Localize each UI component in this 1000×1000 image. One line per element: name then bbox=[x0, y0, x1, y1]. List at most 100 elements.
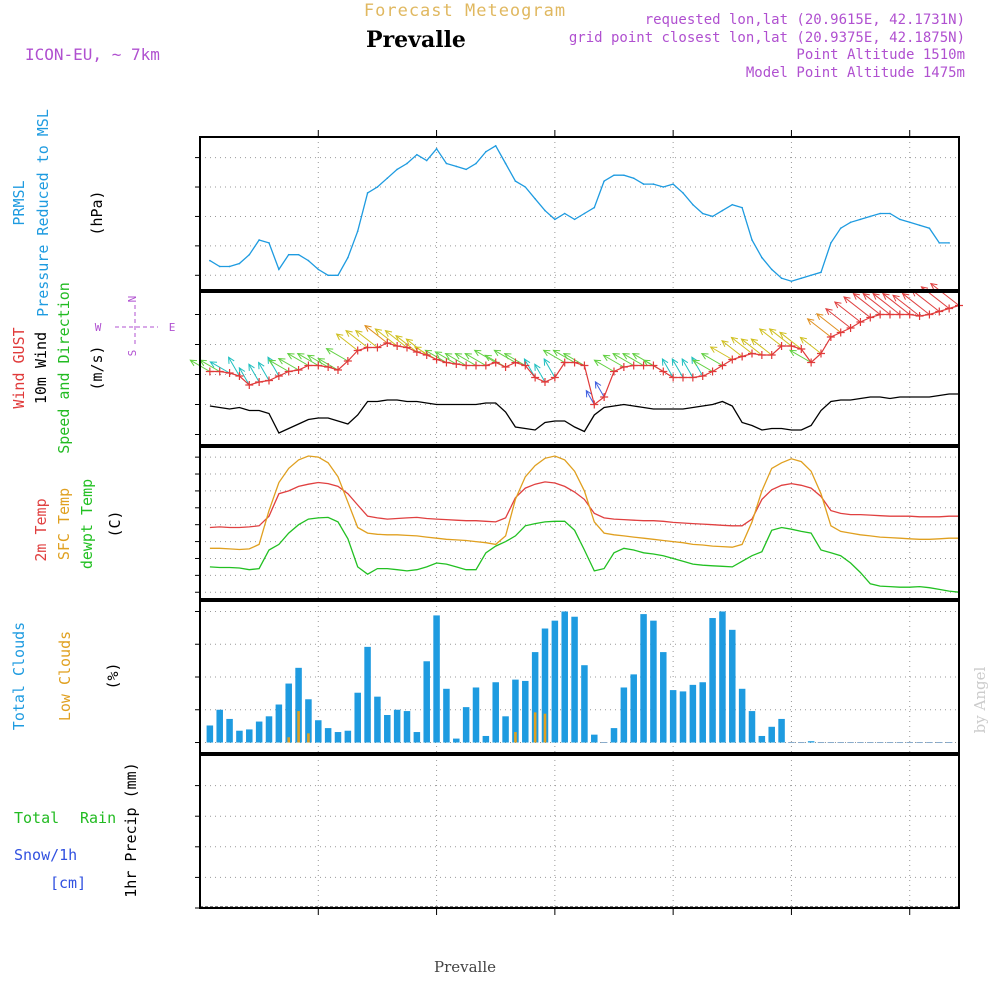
gust-marker bbox=[876, 310, 885, 319]
compass-north: N bbox=[126, 296, 139, 303]
pressure-point bbox=[780, 277, 783, 280]
wind-arrow-head bbox=[354, 329, 363, 337]
gust-marker bbox=[521, 361, 530, 370]
gust-marker bbox=[363, 343, 372, 352]
wind-arrow-head bbox=[806, 318, 815, 326]
wind-direction-arrow bbox=[911, 289, 940, 312]
wind-direction-arrow bbox=[307, 354, 329, 368]
temp2m-line bbox=[209, 481, 959, 529]
wind-arrow-head bbox=[434, 351, 443, 358]
wind-arrow-head bbox=[872, 292, 880, 300]
wind-direction-arrow bbox=[843, 296, 871, 318]
wind-direction-arrow bbox=[543, 349, 565, 363]
wind-direction-arrow bbox=[287, 353, 309, 366]
pressure-point bbox=[347, 256, 349, 259]
gust-marker bbox=[718, 361, 727, 370]
gust-marker bbox=[748, 349, 756, 358]
gust-marker bbox=[265, 376, 273, 385]
pressure-point bbox=[672, 183, 674, 185]
gust-marker bbox=[255, 378, 264, 386]
wind-direction-arrow bbox=[425, 349, 447, 363]
wind-arrow-head bbox=[534, 363, 541, 371]
pressure-point bbox=[366, 192, 369, 194]
total-cloud-bar bbox=[620, 687, 628, 743]
total-cloud-bar bbox=[630, 674, 637, 743]
pressure-point bbox=[307, 259, 310, 262]
total-cloud-bar bbox=[295, 667, 302, 743]
pressure-point bbox=[248, 253, 251, 256]
compass-east: E bbox=[169, 321, 176, 334]
wind-arrow-head bbox=[779, 331, 787, 339]
wind-direction-arrow bbox=[494, 349, 516, 363]
wind-arrow-head bbox=[543, 358, 551, 366]
total-cloud-bar bbox=[541, 628, 549, 743]
total-cloud-bar bbox=[453, 738, 460, 743]
total-cloud-bar bbox=[403, 711, 411, 743]
pressure-point bbox=[485, 150, 487, 153]
total-cloud-bar bbox=[364, 646, 371, 743]
gust-marker bbox=[708, 367, 717, 376]
total-cloud-bar bbox=[482, 735, 490, 743]
pressure-point bbox=[337, 274, 339, 277]
total-cloud-bar bbox=[699, 682, 706, 743]
total-cloud-bar bbox=[650, 620, 657, 743]
wind-direction-arrow bbox=[769, 328, 792, 347]
wind-direction-arrow bbox=[238, 367, 250, 386]
pressure-point bbox=[741, 206, 743, 209]
pressure-line bbox=[209, 144, 950, 282]
compass-rose: W E N S bbox=[95, 296, 176, 357]
pressure-point bbox=[386, 177, 389, 179]
wind-direction-arrow bbox=[585, 390, 595, 405]
wind-arrow-head bbox=[424, 349, 433, 357]
pressure-point bbox=[504, 162, 507, 165]
rain-label: Rain bbox=[80, 809, 116, 827]
wind-arrow-head bbox=[892, 294, 900, 302]
wind-arrow-head bbox=[364, 324, 372, 332]
direction-label: Speed and Direction bbox=[55, 282, 73, 454]
gust-marker bbox=[619, 363, 628, 371]
total-cloud-bar bbox=[206, 725, 214, 743]
total-cloud-bar bbox=[285, 683, 292, 743]
wind-direction-arrow bbox=[278, 358, 299, 371]
wind-direction-arrow bbox=[892, 294, 920, 317]
total-cloud-bar bbox=[669, 690, 677, 743]
wind-arrow-head bbox=[503, 353, 512, 360]
compass-south: S bbox=[126, 350, 139, 357]
wind-arrow-head bbox=[862, 292, 870, 300]
precip-unit: 1hr Precip (mm) bbox=[122, 762, 140, 897]
gust-marker bbox=[403, 343, 411, 352]
total-cloud-bar bbox=[255, 721, 263, 743]
wind-direction-arrow bbox=[930, 283, 960, 306]
gust-marker bbox=[314, 361, 323, 370]
pressure-point bbox=[751, 239, 753, 241]
total-cloud-bar bbox=[472, 687, 480, 743]
gust-marker bbox=[807, 358, 816, 367]
pressure-point bbox=[218, 265, 221, 268]
wind-arrow-head bbox=[267, 356, 274, 364]
pressure-point bbox=[790, 280, 793, 282]
gust-marker bbox=[235, 372, 244, 380]
total-cloud-bar bbox=[522, 680, 529, 743]
pressure-point bbox=[642, 183, 645, 185]
pressure-point bbox=[573, 218, 576, 221]
total-clouds-label: Total Clouds bbox=[10, 622, 28, 730]
total-cloud-bar bbox=[551, 620, 559, 743]
point-altitude: Point Altitude 1510m bbox=[796, 47, 965, 63]
credit-watermark: by Angel bbox=[971, 666, 989, 733]
wind-direction-arrow bbox=[882, 293, 911, 315]
gust-marker bbox=[491, 358, 500, 367]
gust-marker bbox=[343, 357, 352, 365]
gust-marker bbox=[531, 373, 540, 382]
gust-marker bbox=[550, 373, 559, 382]
total-cloud-bar bbox=[413, 732, 421, 743]
pressure-point bbox=[879, 212, 881, 215]
wind-arrow-head bbox=[484, 354, 492, 362]
wind-arrow-head bbox=[268, 359, 276, 367]
wind-arrow-head bbox=[882, 292, 890, 300]
wind-arrow-head bbox=[901, 292, 910, 300]
total-cloud-bar bbox=[315, 720, 322, 743]
wind-arrow-head bbox=[317, 358, 325, 365]
wind-direction-arrow bbox=[297, 353, 319, 366]
pressure-point bbox=[948, 242, 950, 244]
gust-marker bbox=[541, 378, 549, 386]
